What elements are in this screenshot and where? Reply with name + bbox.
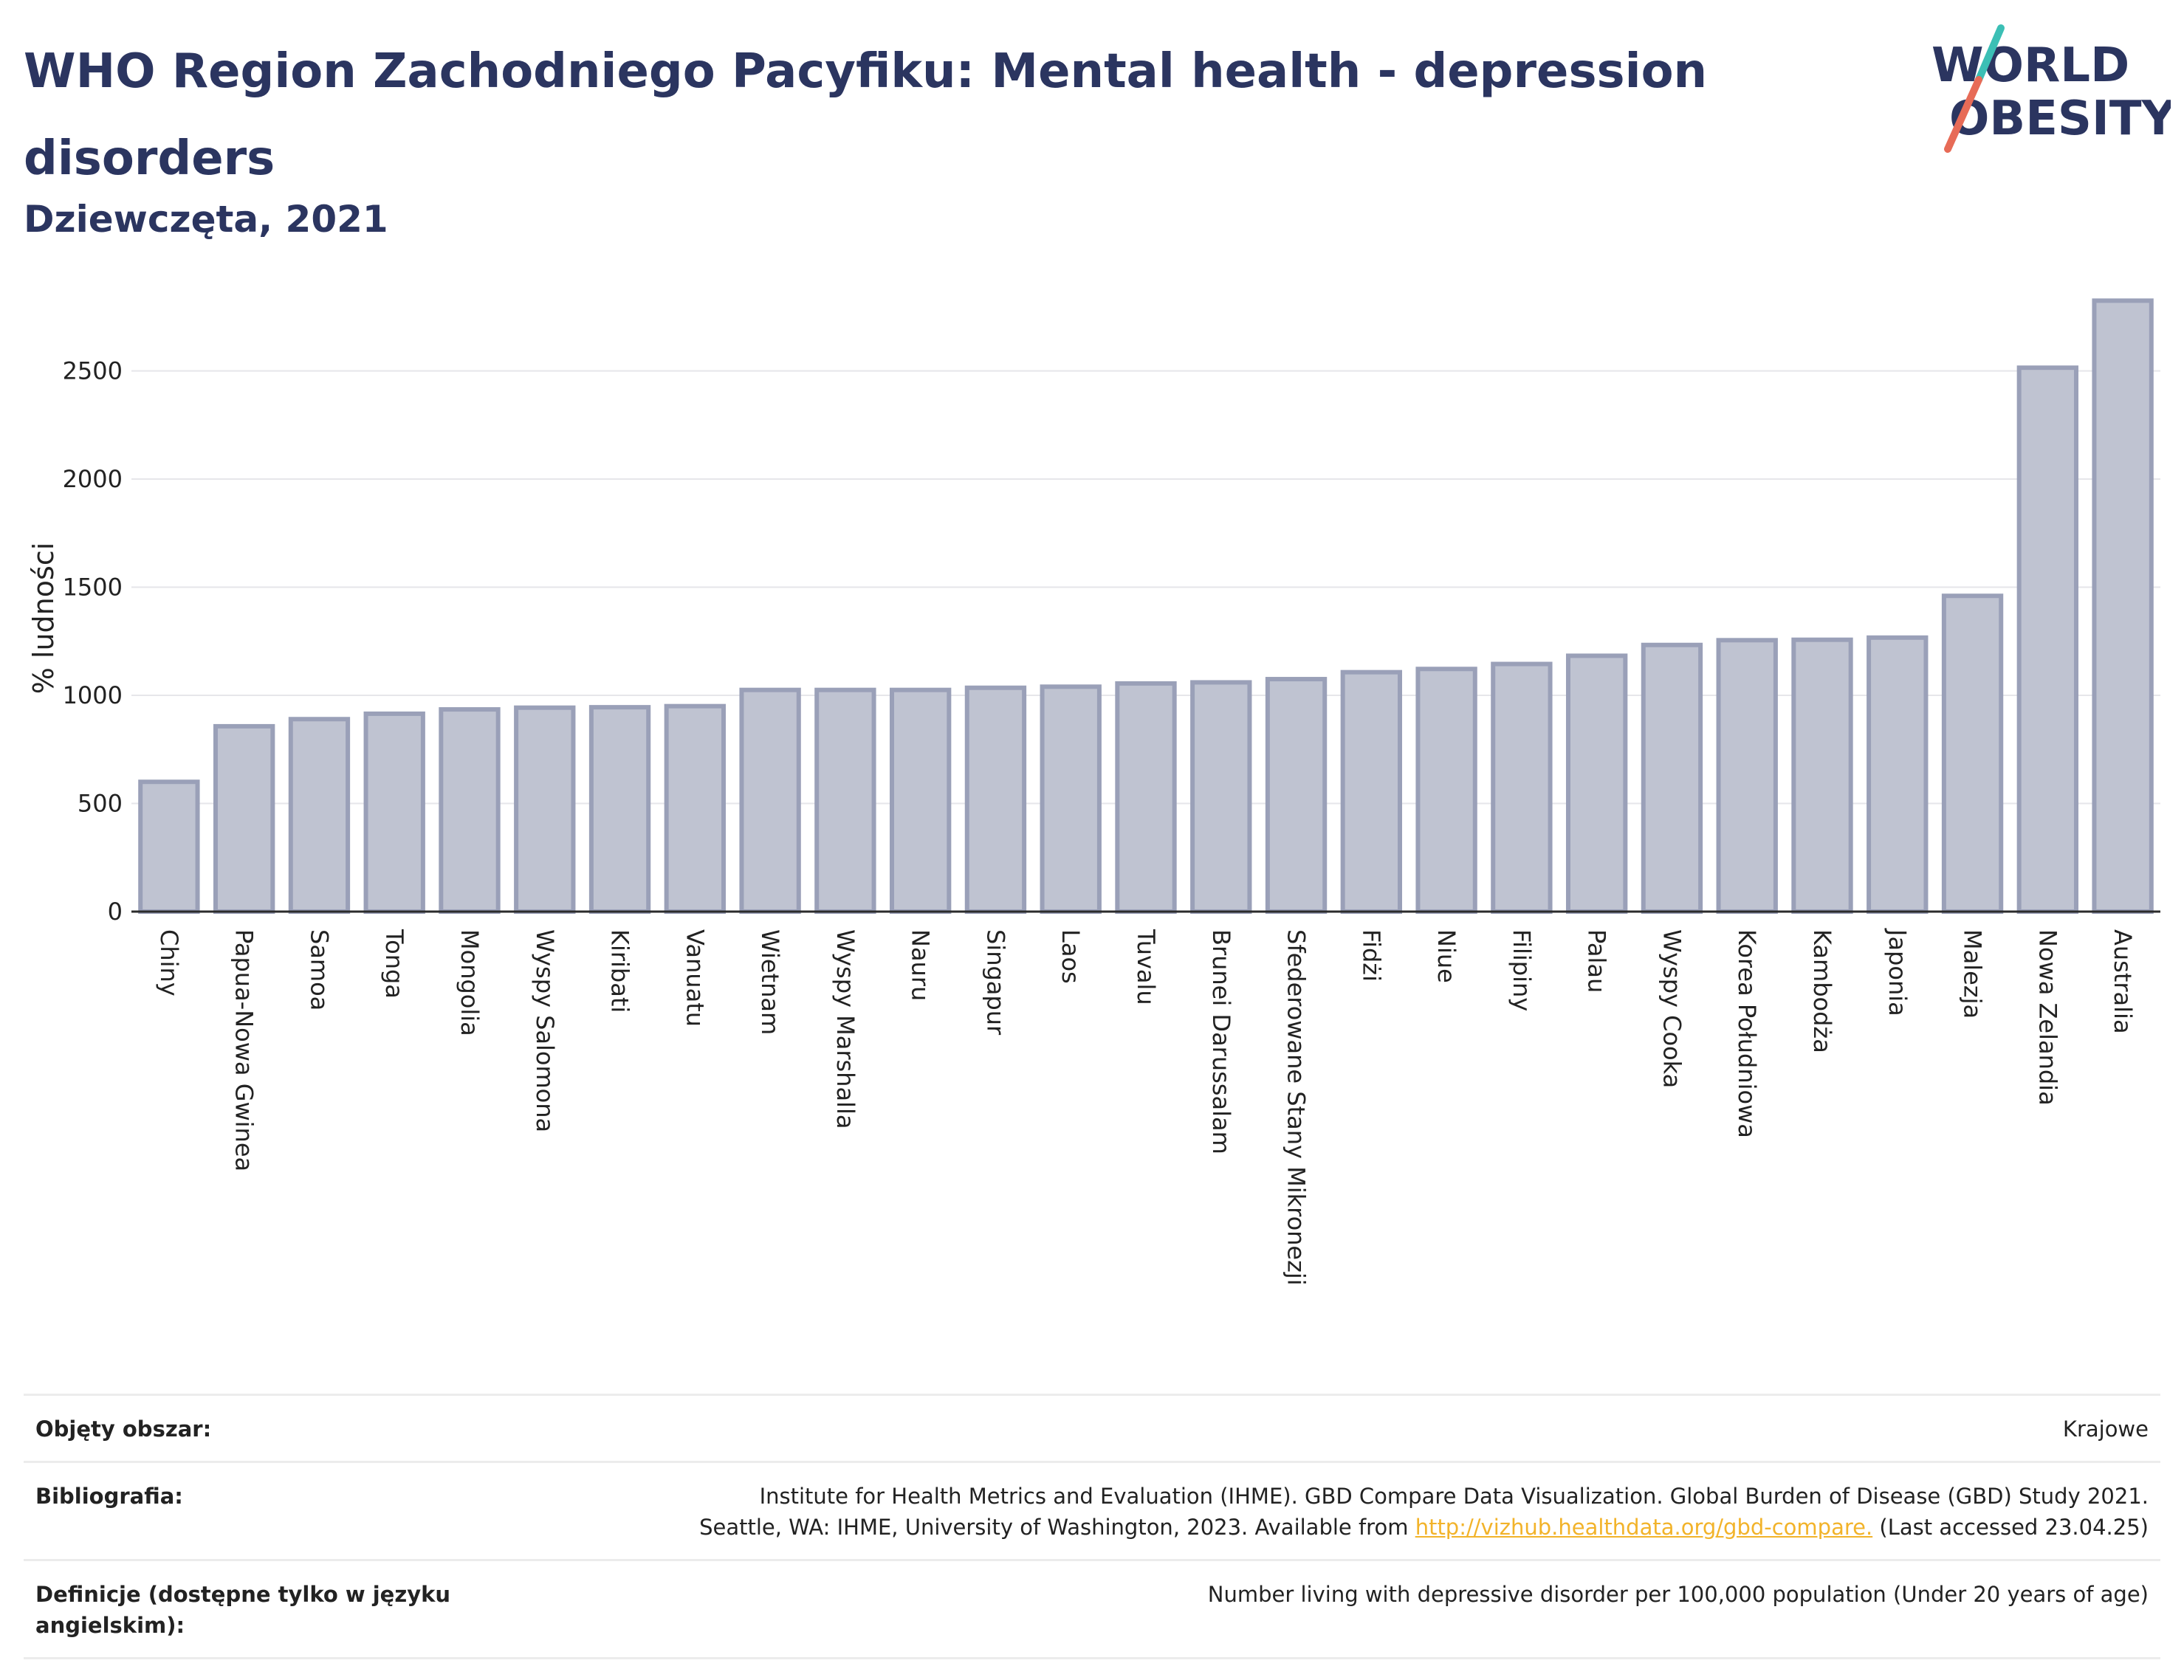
logo-line1: WORLD (1931, 38, 2129, 93)
bar (664, 703, 727, 915)
bar (213, 723, 275, 915)
bar (588, 705, 651, 914)
page-title: WHO Region Zachodniego Pacyfiku: Mental … (24, 44, 1708, 186)
bar (1565, 653, 1628, 914)
bar (2016, 365, 2079, 914)
x-category-label: Malezja (1959, 929, 1987, 1019)
x-category-label: Japonia (1883, 928, 1912, 1016)
footer-row-bibliography: Bibliografia: Institute for Health Metri… (24, 1461, 2160, 1559)
source-link[interactable]: http://vizhub.healthdata.org/gbd-compare… (1415, 1515, 1873, 1540)
x-category-label: Filipiny (1508, 929, 1536, 1011)
x-axis-categories: Chiny Papua-Nowa Gwinea Samoa Tonga Mongolia… (155, 928, 2137, 1286)
bar (1867, 635, 1929, 914)
bibliography-pre: Seattle, WA: IHME, University of Washing… (699, 1515, 1415, 1540)
footer-value: Number living with depressive disorder p… (1207, 1582, 2149, 1607)
footer-label: Definicje (dostępne tylko w języku angie… (35, 1582, 451, 1638)
bar (1190, 680, 1252, 914)
x-category-label: Samoa (305, 929, 333, 1011)
bar (1115, 681, 1177, 914)
world-obesity-logo: WORLD OBESITY (1931, 24, 2171, 153)
logo-line2: OBESITY (1949, 92, 2171, 146)
x-category-label: Wietnam (756, 929, 784, 1035)
bar (138, 779, 200, 915)
y-tick-label: 0 (108, 898, 123, 926)
bar (1641, 642, 1703, 914)
bar (1791, 637, 1853, 915)
bar (439, 707, 501, 914)
x-category-label: Vanuatu (681, 929, 709, 1027)
bar (1265, 677, 1328, 915)
bar (1716, 638, 1778, 914)
logo-accent-top (1975, 24, 2005, 83)
x-category-label: Nowa Zelandia (2033, 929, 2061, 1106)
y-axis-ticks: 0 500 1000 1500 2000 2500 (63, 357, 123, 926)
y-tick-label: 1000 (63, 681, 123, 709)
bar (739, 687, 801, 914)
page-subtitle: Dziewczęta, 2021 (24, 198, 388, 241)
footer-value: Institute for Health Metrics and Evaluat… (508, 1481, 2149, 1543)
logo-accent-bottom (1944, 76, 1982, 153)
footer-row-coverage: Objęty obszar: Krajowe (24, 1394, 2160, 1461)
bar (1040, 684, 1102, 914)
y-tick-label: 1500 (63, 574, 123, 602)
x-category-label: Wyspy Cooka (1658, 929, 1686, 1088)
bar (889, 687, 952, 914)
bibliography-line2: Seattle, WA: IHME, University of Washing… (508, 1512, 2149, 1543)
bar (363, 711, 425, 915)
bars (138, 298, 2154, 915)
footer-label: Objęty obszar: (35, 1416, 212, 1442)
y-tick-label: 2000 (63, 465, 123, 493)
x-category-label: Kiribati (606, 929, 634, 1013)
x-category-label: Tuvalu (1132, 929, 1160, 1005)
x-category-label: Sfederowane Stany Mikronezji (1282, 929, 1311, 1286)
x-category-label: Papua-Nowa Gwinea (230, 929, 258, 1171)
x-category-label: Nauru (907, 929, 935, 1001)
bar (1941, 593, 2004, 914)
x-category-label: Niue (1432, 929, 1460, 983)
y-tick-label: 2500 (63, 357, 123, 385)
y-axis-label: % ludności (27, 543, 60, 695)
bibliography-post: (Last accessed 23.04.25) (1872, 1515, 2149, 1540)
x-category-label: Australia (2109, 929, 2137, 1034)
x-category-label: Korea Południowa (1733, 929, 1761, 1138)
x-category-label: Mongolia (456, 929, 484, 1036)
bar (2092, 298, 2154, 914)
x-category-label: Tonga (380, 929, 408, 999)
x-category-label: Chiny (155, 929, 183, 996)
bar (514, 705, 576, 914)
footer-table: Objęty obszar: Krajowe Bibliografia: Ins… (24, 1394, 2160, 1659)
bar (964, 685, 1027, 915)
bar (1340, 669, 1403, 914)
x-category-label: Kambodża (1808, 929, 1836, 1053)
x-category-label: Wyspy Salomona (531, 929, 559, 1132)
bibliography-line1: Institute for Health Metrics and Evaluat… (759, 1484, 2149, 1509)
footer-row-definitions: Definicje (dostępne tylko w języku angie… (24, 1559, 2160, 1659)
footer-value: Krajowe (2062, 1416, 2149, 1442)
bar-chart: 0 500 1000 1500 2000 2500 Chiny Papua-Nowa Gwi… (27, 298, 2160, 1286)
y-tick-label: 500 (78, 790, 123, 818)
x-category-label: Singapur (981, 929, 1009, 1036)
bar (288, 717, 351, 914)
x-category-label: Brunei Darussalam (1207, 929, 1235, 1154)
x-category-label: Wyspy Marshalla (831, 929, 859, 1129)
bar (1491, 661, 1553, 914)
footer-label: Bibliografia: (35, 1484, 183, 1509)
x-category-label: Fidżi (1357, 929, 1385, 982)
bar (814, 687, 876, 914)
x-category-label: Laos (1057, 929, 1085, 984)
x-category-label: Palau (1583, 929, 1611, 993)
bar (1415, 667, 1477, 914)
